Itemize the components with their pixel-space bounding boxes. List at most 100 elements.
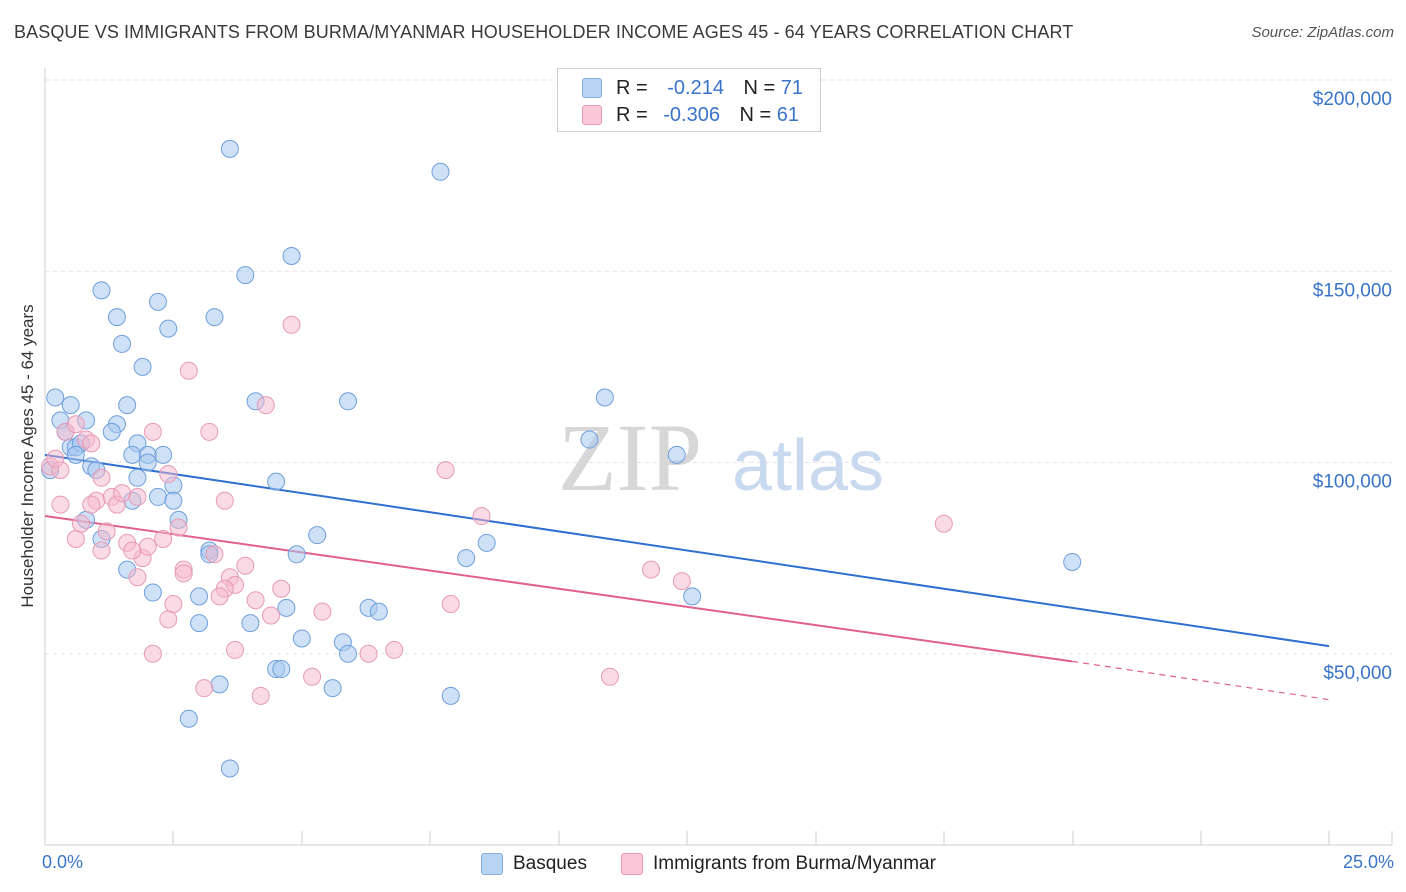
basques-point xyxy=(164,491,183,510)
burma-point xyxy=(441,595,460,614)
basques-point xyxy=(143,583,162,602)
burma-point xyxy=(600,667,619,686)
burma-point xyxy=(303,667,322,686)
basques-point xyxy=(267,472,286,491)
basques-point xyxy=(61,396,80,415)
burma-point xyxy=(272,579,291,598)
legend-swatch-basques xyxy=(582,78,602,98)
burma-point xyxy=(128,487,147,506)
burma-point xyxy=(385,640,404,659)
legend-r-label: R = xyxy=(616,77,648,99)
trendline-burma-extension xyxy=(1072,660,1330,701)
basques-point xyxy=(190,614,209,633)
basques-point xyxy=(595,388,614,407)
burma-point xyxy=(128,568,147,587)
legend-r-value: -0.214 xyxy=(667,77,724,99)
burma-point xyxy=(195,679,214,698)
basques-point xyxy=(323,679,342,698)
trendline-burma xyxy=(44,515,1073,663)
burma-point xyxy=(313,602,332,621)
x-tick-min: 0.0% xyxy=(42,852,84,872)
burma-point xyxy=(226,640,245,659)
burma-point xyxy=(210,587,229,606)
burma-point xyxy=(46,449,65,468)
burma-point xyxy=(169,518,188,537)
correlation-legend: R = -0.214 N = 71 R = -0.306 N = 61 xyxy=(557,68,821,132)
basques-point xyxy=(292,629,311,648)
basques-point xyxy=(118,396,137,415)
burma-point xyxy=(642,560,661,579)
burma-point xyxy=(154,530,173,548)
basques-point xyxy=(220,759,239,778)
burma-point xyxy=(92,468,111,487)
bottom-legend-label: Immigrants from Burma/Myanmar xyxy=(653,853,936,874)
basques-point xyxy=(236,266,255,285)
legend-swatch-burma xyxy=(582,105,602,125)
burma-point xyxy=(205,545,224,564)
basques-point xyxy=(148,487,167,506)
legend-r-label: R = xyxy=(616,104,648,126)
basques-point xyxy=(1063,552,1082,571)
basques-point xyxy=(154,445,173,464)
y-tick-label: $150,000 xyxy=(1313,280,1392,301)
legend-n-value: 61 xyxy=(776,104,800,126)
basques-point xyxy=(441,686,460,705)
y-tick-label: $200,000 xyxy=(1313,89,1392,110)
burma-point xyxy=(174,564,193,583)
legend-n-label: N = xyxy=(743,77,776,99)
basques-point xyxy=(308,526,327,545)
burma-point xyxy=(159,610,178,629)
bottom-legend-label: Basques xyxy=(513,853,587,874)
basques-point xyxy=(220,139,239,158)
burma-points xyxy=(41,315,953,705)
burma-point xyxy=(200,422,219,441)
basques-point xyxy=(339,392,358,411)
y-tick-label: $50,000 xyxy=(1323,663,1392,684)
basques-point xyxy=(179,709,198,728)
basques-point xyxy=(287,545,306,564)
burma-point xyxy=(71,514,90,533)
burma-point xyxy=(934,514,953,533)
burma-point xyxy=(246,591,265,610)
burma-point xyxy=(66,415,85,434)
basques-point xyxy=(339,644,358,663)
basques-point xyxy=(241,614,260,633)
burma-point xyxy=(159,464,178,483)
trend-lines xyxy=(44,453,1330,701)
burma-point xyxy=(92,541,111,560)
basques-point xyxy=(667,445,686,464)
basques-point xyxy=(128,468,147,487)
y-tick-label: $100,000 xyxy=(1313,472,1392,493)
burma-point xyxy=(82,495,101,514)
basques-point xyxy=(138,453,157,472)
chart-title: BASQUE VS IMMIGRANTS FROM BURMA/MYANMAR … xyxy=(14,22,1074,42)
burma-point xyxy=(82,434,101,453)
basques-point xyxy=(272,660,291,679)
basques-point xyxy=(123,445,142,464)
burma-point xyxy=(359,644,378,663)
legend-n-label: N = xyxy=(739,104,772,126)
watermark-atlas: atlas xyxy=(732,426,884,506)
burma-point xyxy=(164,595,183,614)
basques-point xyxy=(46,388,65,407)
burma-point xyxy=(51,495,70,514)
burma-point xyxy=(215,491,234,510)
basques-point xyxy=(277,598,296,617)
burma-point xyxy=(436,461,455,480)
burma-point xyxy=(143,422,162,441)
basques-point xyxy=(190,587,209,606)
burma-point xyxy=(143,644,162,663)
burma-point xyxy=(138,537,157,556)
legend-n-value: 71 xyxy=(780,77,804,99)
basques-point xyxy=(683,587,702,606)
burma-point xyxy=(472,507,491,526)
watermark: ZIP atlas xyxy=(558,404,884,511)
basques-point xyxy=(457,549,476,568)
burma-point xyxy=(256,396,275,415)
basques-point xyxy=(92,281,111,300)
basques-point xyxy=(580,430,599,449)
burma-point xyxy=(236,556,255,575)
basques-point xyxy=(369,602,388,621)
basques-point xyxy=(210,675,229,694)
